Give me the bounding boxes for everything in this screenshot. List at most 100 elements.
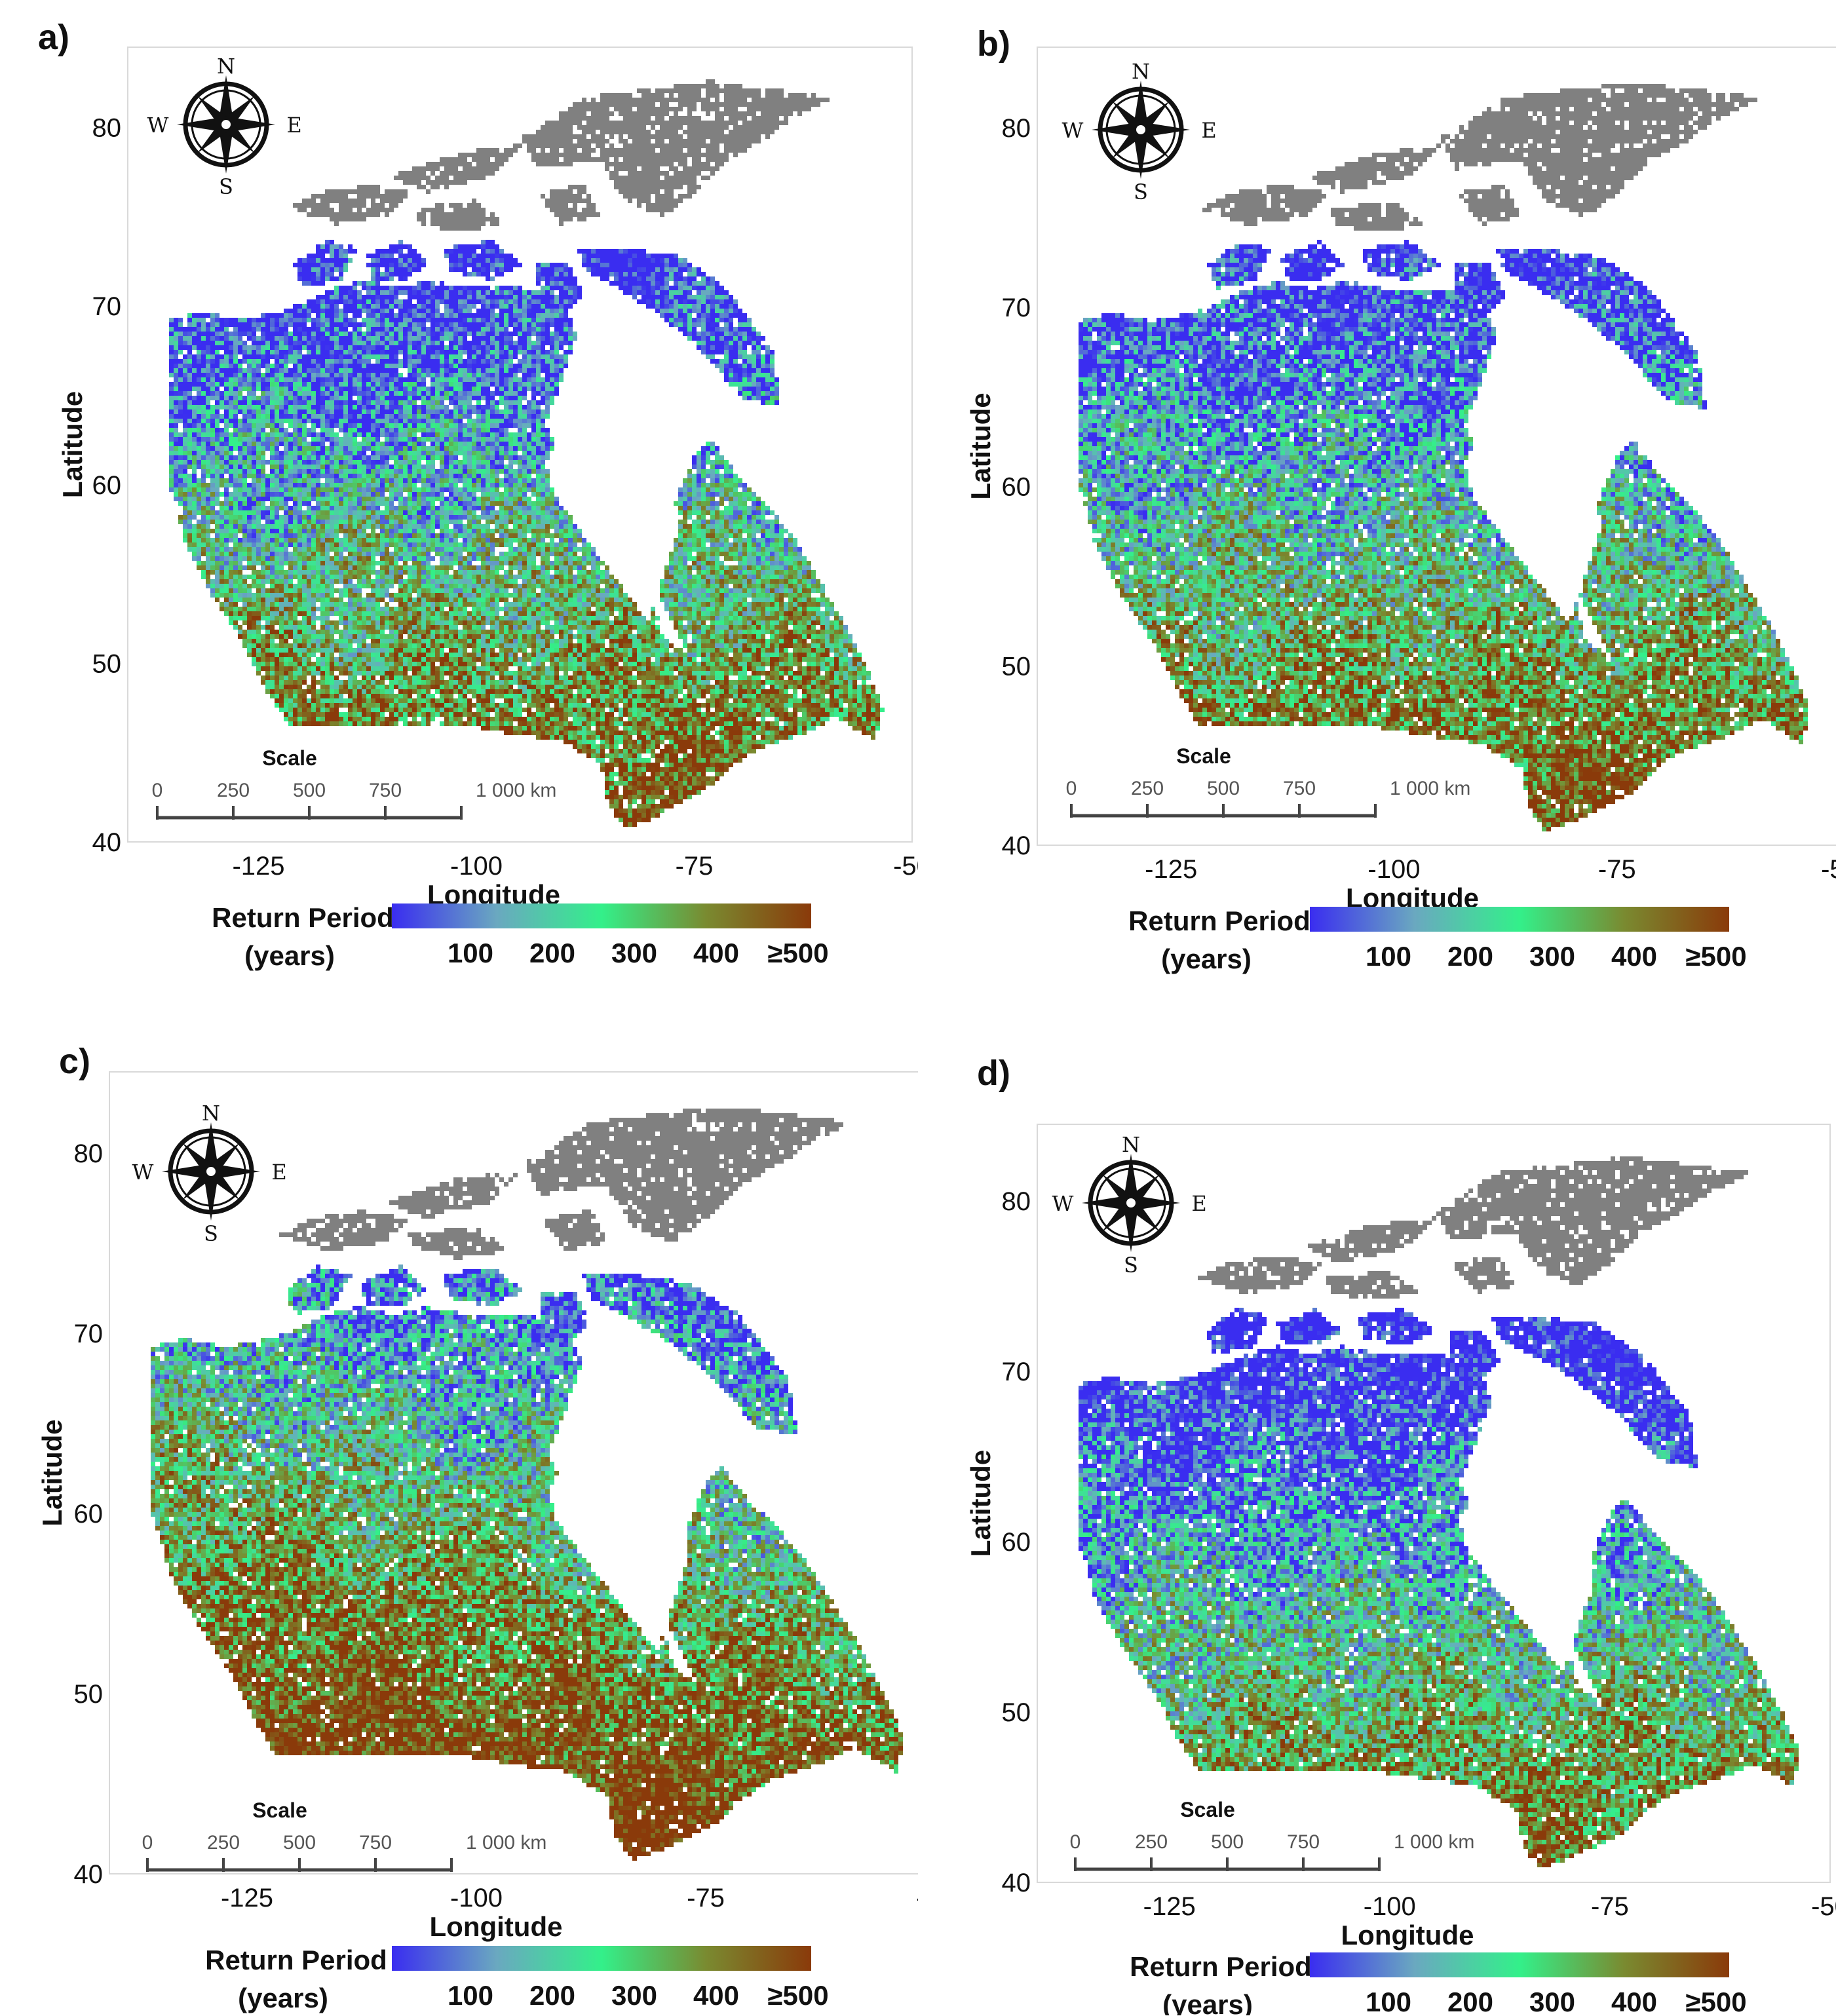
x-tick-label: -50 bbox=[916, 1884, 918, 1912]
compass-s: S bbox=[204, 1221, 218, 1246]
scale-tick-label: 750 bbox=[359, 1832, 392, 1854]
legend-subtitle: (years) bbox=[1161, 943, 1252, 974]
y-axis-label: Latitude bbox=[37, 1419, 67, 1526]
scale-tick-label: 750 bbox=[369, 780, 402, 801]
legend-subtitle: (years) bbox=[238, 1983, 328, 2013]
legend-title: Return Period bbox=[1128, 905, 1310, 936]
map-panel-b: b)-125-100-75-508070605040LongitudeLatit… bbox=[918, 0, 1836, 1008]
y-axis-label: Latitude bbox=[965, 1450, 996, 1557]
legend-tick-label: 300 bbox=[1529, 1987, 1575, 2015]
y-tick-label: 80 bbox=[92, 114, 122, 143]
scale-tick-label: 1 000 km bbox=[1390, 778, 1470, 799]
scale-tick-label: 1 000 km bbox=[1394, 1831, 1474, 1853]
compass-w: W bbox=[132, 1160, 154, 1185]
compass-e: E bbox=[1191, 1191, 1206, 1216]
y-axis-label: Latitude bbox=[965, 392, 996, 499]
legend-tick-label: 200 bbox=[529, 938, 575, 968]
x-axis-label: Longitude bbox=[1341, 1920, 1474, 1950]
x-tick-label: -100 bbox=[1364, 1892, 1416, 1921]
y-axis-label: Latitude bbox=[57, 391, 88, 498]
compass-e: E bbox=[271, 1160, 286, 1185]
legend-tick-label: 300 bbox=[1529, 941, 1575, 972]
compass-e: E bbox=[286, 113, 301, 138]
scale-title: Scale bbox=[1180, 1798, 1235, 1821]
y-tick-label: 60 bbox=[74, 1500, 104, 1529]
legend-tick-label: ≥500 bbox=[767, 1980, 828, 2011]
y-tick-label: 60 bbox=[92, 471, 122, 500]
y-tick-label: 40 bbox=[74, 1860, 104, 1889]
legend-title: Return Period bbox=[1130, 1951, 1312, 1982]
compass-rose-icon bbox=[177, 75, 275, 174]
scale-title: Scale bbox=[1176, 744, 1231, 768]
return-period-raster bbox=[1079, 84, 1808, 831]
scale-tick-label: 0 bbox=[152, 780, 163, 801]
legend-tick-label: 400 bbox=[1611, 941, 1657, 972]
scale-tick-label: 250 bbox=[1135, 1831, 1168, 1853]
compass-rose-icon bbox=[1092, 81, 1190, 179]
scale-tick-label: 750 bbox=[1287, 1831, 1320, 1853]
scale-title: Scale bbox=[252, 1798, 307, 1822]
legend-title: Return Period bbox=[205, 1945, 387, 1975]
legend-tick-label: 300 bbox=[611, 938, 657, 968]
y-tick-label: 70 bbox=[1002, 294, 1031, 322]
y-tick-label: 80 bbox=[74, 1139, 104, 1168]
y-tick-label: 40 bbox=[92, 828, 122, 857]
y-tick-label: 70 bbox=[92, 292, 122, 321]
legend-tick-label: 400 bbox=[1611, 1987, 1657, 2015]
legend-tick-label: 400 bbox=[693, 938, 739, 968]
compass-w: W bbox=[1062, 118, 1084, 143]
compass-n: N bbox=[202, 1101, 220, 1126]
x-tick-label: -100 bbox=[450, 852, 503, 881]
y-tick-label: 50 bbox=[1002, 1698, 1031, 1727]
x-tick-label: -75 bbox=[1598, 855, 1636, 884]
x-tick-label: -125 bbox=[232, 852, 284, 881]
compass-n: N bbox=[1132, 59, 1150, 84]
x-tick-label: -75 bbox=[1591, 1892, 1629, 1921]
legend-tick-label: 200 bbox=[529, 1980, 575, 2011]
map-panel-d: d) -125 -100 -75 -50 80 70 60 50 40 Longitude Latit… bbox=[918, 1008, 1836, 2015]
panel-label: d) bbox=[977, 1054, 1010, 1093]
legend-colorbar bbox=[1310, 907, 1729, 932]
return-period-raster bbox=[151, 1109, 903, 1861]
legend-colorbar bbox=[392, 903, 811, 928]
compass-s: S bbox=[1124, 1253, 1138, 1278]
y-tick-label: 60 bbox=[1002, 1528, 1031, 1557]
scale-tick-label: 250 bbox=[207, 1832, 240, 1854]
scale-tick-label: 250 bbox=[217, 780, 250, 801]
legend-colorbar bbox=[1310, 1952, 1729, 1977]
return-period-raster bbox=[169, 79, 885, 827]
x-tick-label: -50 bbox=[1811, 1892, 1836, 1921]
scale-title: Scale bbox=[262, 746, 317, 770]
scale-tick-label: 500 bbox=[1207, 778, 1240, 799]
panel-label: a) bbox=[38, 18, 69, 57]
x-tick-label: -50 bbox=[893, 852, 918, 881]
compass-w: W bbox=[147, 113, 169, 138]
scale-tick-label: 1 000 km bbox=[466, 1832, 546, 1854]
compass-rose-icon bbox=[162, 1122, 260, 1221]
panel-label: b) bbox=[977, 24, 1010, 64]
compass-n: N bbox=[217, 54, 235, 79]
x-tick-label: -125 bbox=[1143, 1892, 1196, 1921]
legend-tick-label: ≥500 bbox=[767, 938, 828, 968]
x-tick-label: -75 bbox=[676, 852, 714, 881]
scale-tick-label: 0 bbox=[1066, 778, 1077, 799]
legend-tick-label: ≥500 bbox=[1685, 941, 1746, 972]
map-panel-c: c) -125 -100 -75 -50 80 70 60 50 40 Longitude Latit… bbox=[0, 1008, 918, 2015]
scale-tick-label: 0 bbox=[1070, 1831, 1081, 1853]
legend-tick-label: 100 bbox=[1366, 941, 1411, 972]
compass-s: S bbox=[1134, 180, 1148, 204]
scale-tick-label: 750 bbox=[1283, 778, 1316, 799]
legend-tick-label: 200 bbox=[1447, 941, 1493, 972]
compass-e: E bbox=[1201, 118, 1216, 143]
compass-n: N bbox=[1122, 1132, 1140, 1157]
legend-tick-label: ≥500 bbox=[1685, 1987, 1746, 2015]
return-period-raster bbox=[1079, 1156, 1799, 1867]
scale-tick-label: 500 bbox=[283, 1832, 316, 1854]
scale-tick-label: 500 bbox=[1211, 1831, 1244, 1853]
x-tick-label: -125 bbox=[221, 1884, 273, 1912]
legend-tick-label: 200 bbox=[1447, 1987, 1493, 2015]
x-tick-label: -50 bbox=[1821, 855, 1836, 884]
x-axis-label: Longitude bbox=[430, 1911, 563, 1942]
legend-title: Return Period bbox=[212, 902, 394, 933]
y-tick-label: 60 bbox=[1002, 473, 1031, 502]
